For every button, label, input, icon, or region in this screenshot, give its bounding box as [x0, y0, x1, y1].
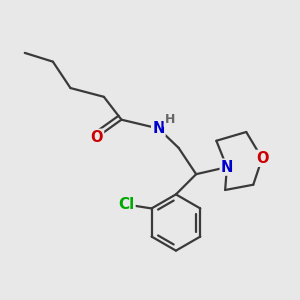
Text: O: O [91, 130, 103, 145]
Text: H: H [165, 113, 175, 126]
Text: O: O [256, 151, 268, 166]
Text: N: N [152, 121, 164, 136]
Text: N: N [221, 160, 233, 175]
Text: Cl: Cl [118, 197, 134, 212]
